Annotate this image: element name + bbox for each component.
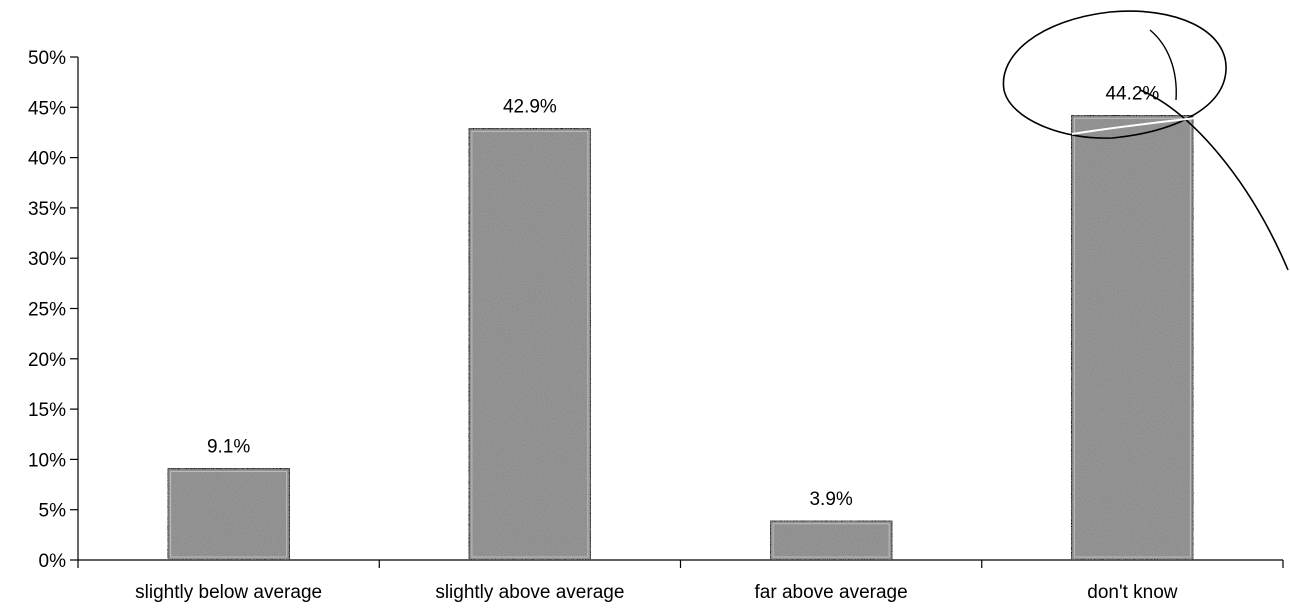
- bar: [468, 127, 592, 561]
- annotation-circle: [1002, 10, 1227, 139]
- y-tick-label: 35%: [28, 199, 66, 220]
- bar: [1070, 114, 1195, 561]
- y-tick-label: 20%: [28, 350, 66, 371]
- bar-value-label: 44.2%: [1105, 83, 1159, 104]
- bar-inner-border: [772, 523, 890, 558]
- y-tick-label: 30%: [28, 249, 66, 270]
- bar-value-label: 3.9%: [809, 489, 852, 510]
- x-tick-label: don't know: [1087, 582, 1178, 603]
- y-tick-label: 10%: [28, 450, 66, 471]
- y-tick-label: 0%: [39, 551, 67, 572]
- y-tick-label: 5%: [39, 501, 67, 522]
- y-tick-label: 45%: [28, 98, 66, 119]
- bar-inner-border: [471, 130, 589, 558]
- y-axis: 0% 5% 10% 15% 20% 25% 30% 35% 40% 45% 50%: [28, 48, 79, 572]
- y-tick-label: 50%: [28, 48, 66, 69]
- x-axis: slightly below average slightly above ave…: [77, 559, 1284, 603]
- hand-drawn-annotation: [1002, 10, 1289, 271]
- x-tick-label: slightly below average: [135, 582, 322, 603]
- bar: [166, 467, 291, 561]
- bar: [769, 520, 893, 561]
- bar-inner-border: [170, 470, 288, 558]
- bar-value-label: 42.9%: [503, 96, 557, 117]
- y-tick-label: 15%: [28, 400, 66, 421]
- annotation-inner-stroke: [1149, 29, 1177, 101]
- bars: [166, 114, 1195, 561]
- annotation-underline: [1071, 117, 1197, 135]
- y-tick-label: 40%: [28, 149, 66, 170]
- bar-value-label: 9.1%: [207, 436, 250, 457]
- x-tick-label: slightly above average: [435, 582, 624, 603]
- data-labels: 9.1% 42.9% 3.9% 44.2%: [207, 83, 1159, 509]
- bar-inner-border: [1073, 117, 1191, 558]
- x-tick-label: far above average: [755, 582, 908, 603]
- y-tick-label: 25%: [28, 300, 66, 321]
- annotation-tail: [1139, 89, 1289, 271]
